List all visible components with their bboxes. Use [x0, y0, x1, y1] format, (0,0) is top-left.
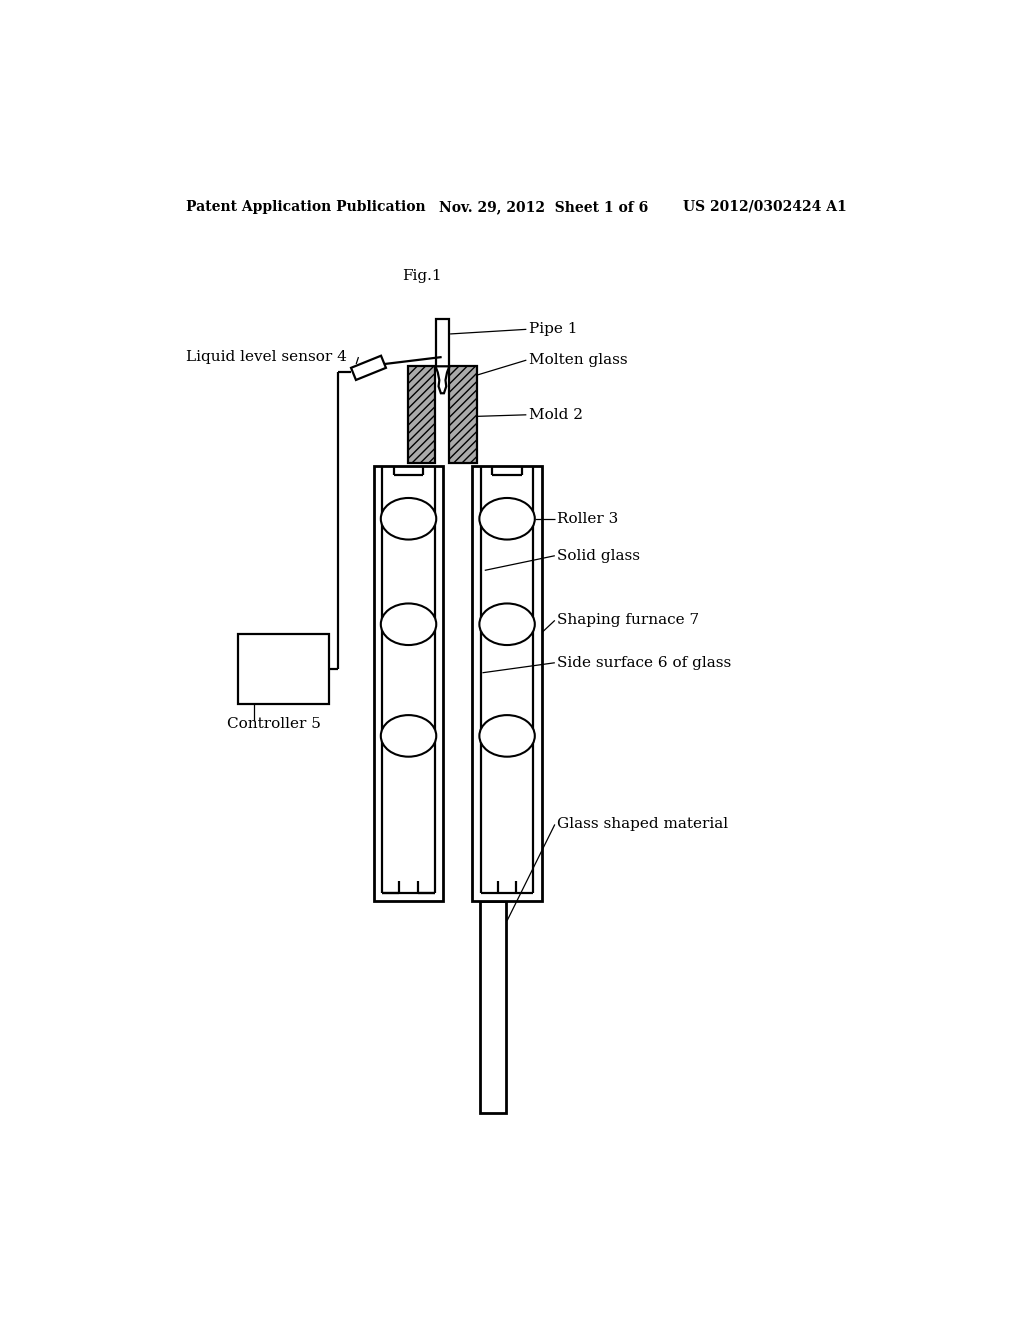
Ellipse shape: [381, 715, 436, 756]
Ellipse shape: [479, 498, 535, 540]
Text: Side surface 6 of glass: Side surface 6 of glass: [557, 656, 731, 669]
Bar: [480, 902, 506, 1113]
Bar: [450, 367, 477, 462]
Text: Pipe 1: Pipe 1: [528, 322, 578, 337]
Polygon shape: [435, 367, 450, 393]
Text: Controller 5: Controller 5: [226, 717, 321, 731]
Text: Solid glass: Solid glass: [557, 549, 640, 562]
Bar: [374, 466, 443, 902]
Ellipse shape: [479, 603, 535, 645]
Text: Molten glass: Molten glass: [528, 354, 628, 367]
Bar: [351, 355, 386, 380]
Text: US 2012/0302424 A1: US 2012/0302424 A1: [683, 199, 847, 214]
Text: Roller 3: Roller 3: [557, 512, 618, 525]
Bar: [436, 318, 449, 368]
Text: Mold 2: Mold 2: [528, 408, 583, 422]
Ellipse shape: [381, 603, 436, 645]
Ellipse shape: [479, 715, 535, 756]
Text: Fig.1: Fig.1: [402, 269, 442, 284]
Text: Glass shaped material: Glass shaped material: [557, 817, 728, 832]
Ellipse shape: [381, 498, 436, 540]
Text: Nov. 29, 2012  Sheet 1 of 6: Nov. 29, 2012 Sheet 1 of 6: [438, 199, 648, 214]
Bar: [472, 466, 542, 902]
Text: Liquid level sensor 4: Liquid level sensor 4: [186, 350, 347, 364]
Bar: [408, 367, 435, 462]
Bar: [239, 635, 330, 704]
Text: Patent Application Publication: Patent Application Publication: [186, 199, 426, 214]
Text: Shaping furnace 7: Shaping furnace 7: [557, 614, 699, 627]
